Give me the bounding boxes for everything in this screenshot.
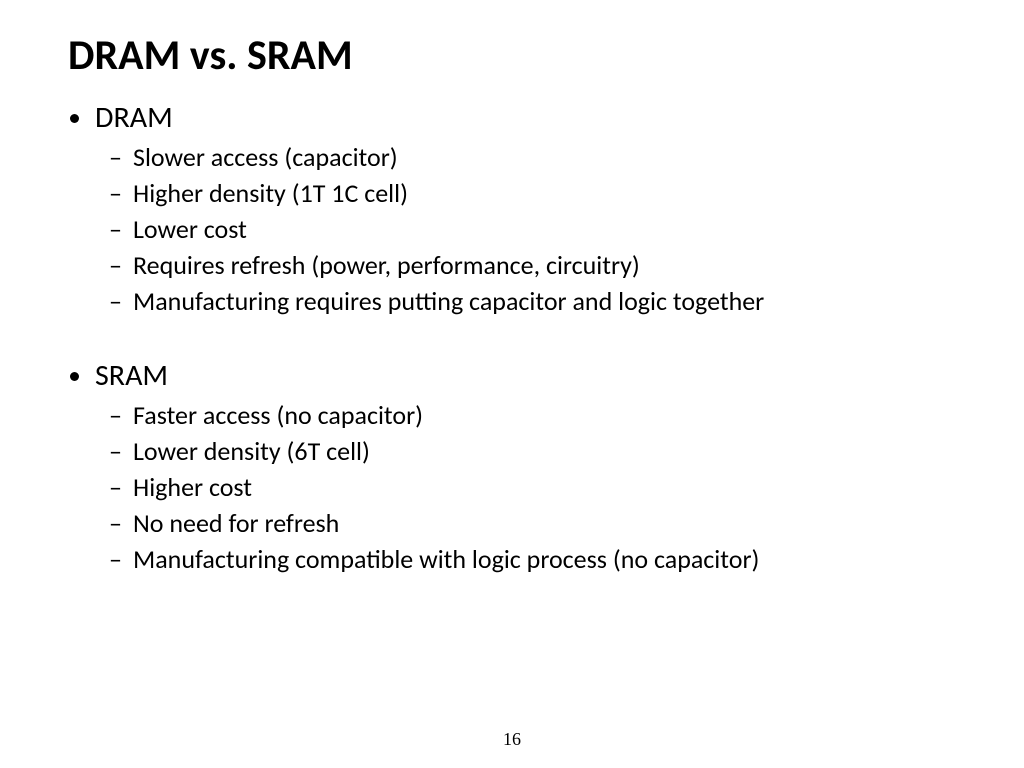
section-heading: SRAM (95, 357, 168, 394)
list-item: Manufacturing compatible with logic proc… (133, 542, 974, 578)
section-heading: DRAM (95, 99, 173, 136)
content-list-2: SRAM Faster access (no capacitor) Lower … (50, 357, 974, 577)
section-sram: SRAM Faster access (no capacitor) Lower … (95, 357, 974, 577)
section-spacer (50, 323, 974, 357)
dram-points: Slower access (capacitor) Higher density… (95, 140, 974, 319)
slide-title: DRAM vs. SRAM (68, 30, 974, 81)
list-item: No need for refresh (133, 506, 974, 542)
section-dram: DRAM Slower access (capacitor) Higher de… (95, 99, 974, 319)
list-item: Manufacturing requires putting capacitor… (133, 284, 974, 320)
list-item: Slower access (capacitor) (133, 140, 974, 176)
list-item: Higher density (1T 1C cell) (133, 176, 974, 212)
content-list: DRAM Slower access (capacitor) Higher de… (50, 99, 974, 319)
list-item: Lower cost (133, 212, 974, 248)
sram-points: Faster access (no capacitor) Lower densi… (95, 398, 974, 577)
list-item: Lower density (6T cell) (133, 434, 974, 470)
page-number: 16 (0, 729, 1024, 750)
list-item: Higher cost (133, 470, 974, 506)
list-item: Faster access (no capacitor) (133, 398, 974, 434)
list-item: Requires refresh (power, performance, ci… (133, 248, 974, 284)
